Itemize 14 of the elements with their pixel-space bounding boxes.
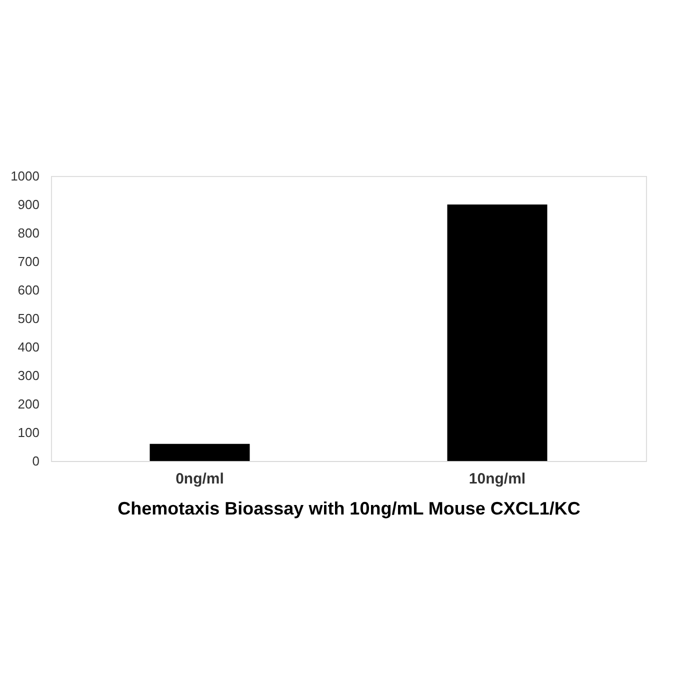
y-tick-label: 400 xyxy=(18,340,40,354)
y-tick-label: 100 xyxy=(18,425,40,440)
y-tick-label: 300 xyxy=(18,368,40,383)
y-tick-label: 1000 xyxy=(10,168,40,184)
y-tick-label: 900 xyxy=(18,197,40,212)
y-tick-label: 600 xyxy=(18,282,40,298)
x-tick-label: 0ng/ml xyxy=(176,470,224,488)
x-tick-label: 10ng/ml xyxy=(468,470,526,488)
y-tick-label: 700 xyxy=(18,254,40,269)
y-tick-label: 200 xyxy=(18,396,40,412)
y-tick-label: 800 xyxy=(18,226,40,240)
x-axis-title: Chemotaxis Bioassay with 10ng/mL Mouse CXCL1/KC xyxy=(118,498,580,518)
y-tick-label: 500 xyxy=(18,311,40,326)
y-tick-label: 0 xyxy=(32,454,40,468)
